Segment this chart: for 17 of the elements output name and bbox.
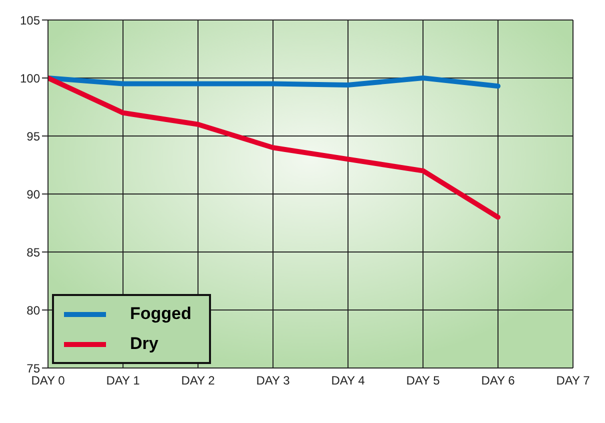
legend-label: Dry — [130, 334, 158, 354]
x-tick-label: DAY 1 — [106, 374, 140, 388]
y-tick-label: 105 — [20, 13, 40, 28]
y-tick-label: 100 — [20, 71, 40, 86]
y-tick-label: 90 — [26, 187, 40, 202]
x-tick-label: DAY 2 — [181, 374, 216, 388]
x-tick-label: DAY 0 — [31, 374, 66, 388]
y-tick-label: 95 — [26, 129, 40, 144]
y-tick-label: 75 — [26, 361, 40, 376]
x-tick-label: DAY 5 — [406, 374, 440, 388]
x-tick-label: DAY 6 — [481, 374, 516, 388]
x-tick-label: DAY 3 — [256, 374, 290, 388]
y-tick-label: 80 — [26, 303, 40, 318]
x-tick-label: DAY 7 — [556, 374, 590, 388]
x-tick-label: DAY 4 — [331, 374, 366, 388]
legend-label: Fogged — [130, 304, 192, 324]
y-tick-label: 85 — [26, 245, 40, 260]
